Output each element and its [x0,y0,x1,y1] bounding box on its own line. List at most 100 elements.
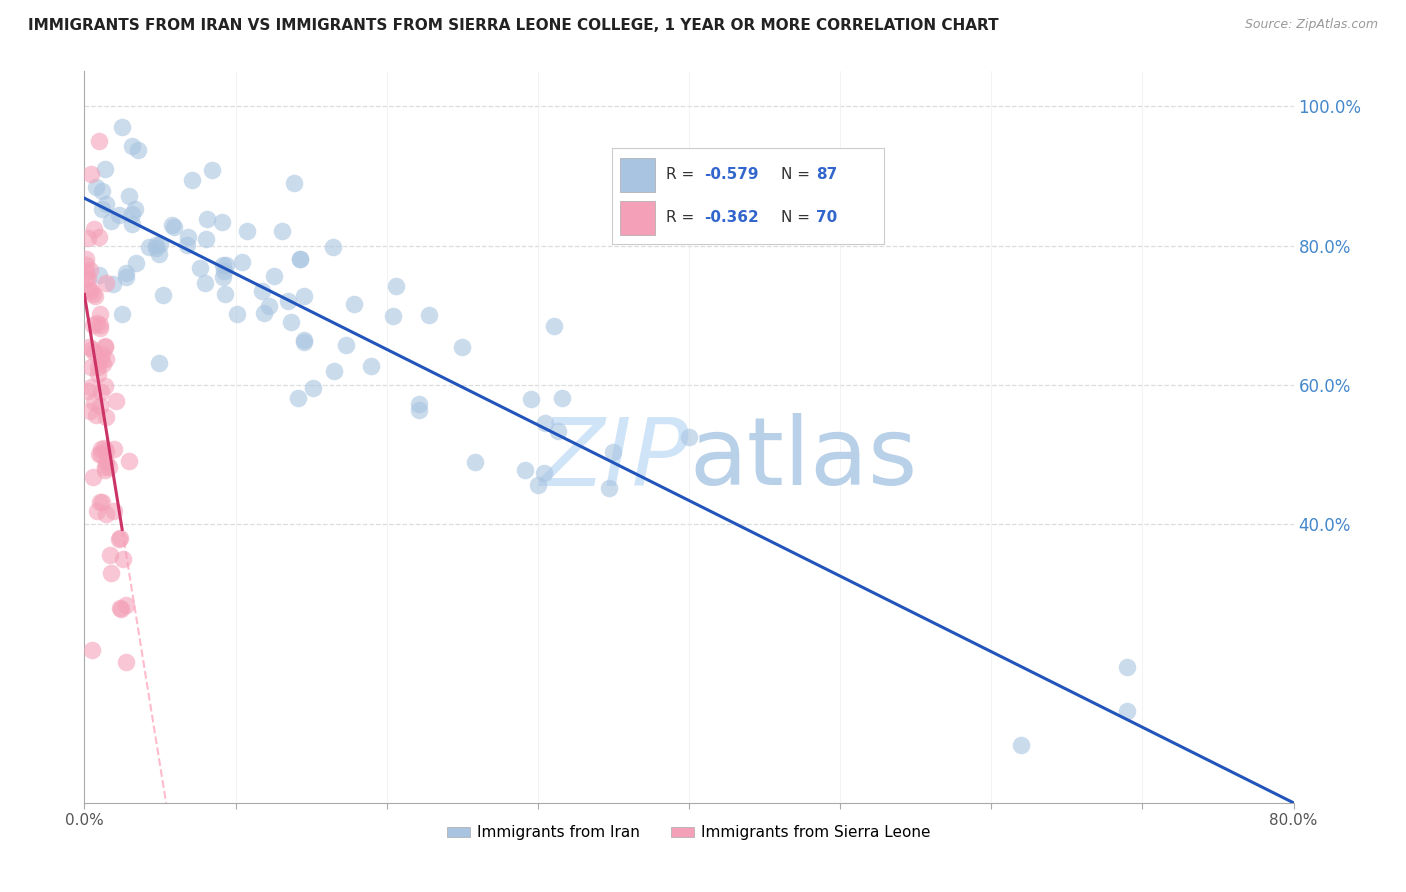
Point [83,395,105,409]
Point [270,224,292,238]
Point [533,466,555,480]
Text: IMMIGRANTS FROM IRAN VS IMMIGRANTS FROM SIERRA LEONE COLLEGE, 1 YEAR OR MORE COR: IMMIGRANTS FROM IRAN VS IMMIGRANTS FROM … [28,18,998,33]
Point [96,409,118,424]
Point [107,208,129,222]
Point [322,240,344,254]
Point [96,351,118,366]
Point [152,287,174,301]
Text: 87: 87 [815,167,837,182]
Point [145,241,167,255]
Point [82,286,104,301]
Point [215,258,238,272]
Point [408,402,430,417]
Point [80,285,103,299]
Point [87,367,110,381]
Point [80,642,103,657]
Text: ZIP: ZIP [540,414,689,505]
Point [138,240,160,254]
Point [177,230,200,244]
Point [93,442,115,456]
Point [82,318,104,332]
Point [283,176,305,190]
Point [115,266,138,280]
Point [277,294,299,309]
Point [80,379,103,393]
Point [292,334,315,349]
Point [201,162,224,177]
Point [250,284,273,298]
Point [322,364,344,378]
Point [212,258,235,272]
Point [464,455,486,469]
Point [385,278,408,293]
Point [527,478,550,492]
Point [212,269,235,284]
Point [93,161,115,176]
Point [87,359,110,374]
Point [301,381,323,395]
Point [90,347,112,361]
Point [360,359,382,373]
Point [91,184,114,198]
Point [121,207,143,221]
Point [93,340,115,354]
Point [83,345,105,359]
Text: R =: R = [666,167,699,182]
Point [124,202,146,216]
Point [104,394,127,409]
Point [253,306,276,320]
Point [89,230,111,244]
Text: -0.362: -0.362 [704,211,759,226]
Text: -0.579: -0.579 [704,167,759,182]
Point [80,167,103,181]
Point [294,288,316,302]
Point [94,507,117,521]
Point [288,252,311,266]
Point [90,202,112,216]
Point [180,173,202,187]
Point [190,260,212,275]
Point [110,602,132,616]
Point [547,425,569,439]
Point [96,276,118,290]
Point [287,392,309,406]
Point [84,289,107,303]
Point [98,548,121,562]
Point [75,265,97,279]
Point [335,337,357,351]
Point [550,391,572,405]
Point [520,392,543,406]
Point [79,263,101,277]
Point [77,231,100,245]
Bar [620,158,655,192]
Point [76,384,98,398]
Point [86,316,108,330]
Point [148,356,170,370]
Point [194,276,217,290]
Point [86,504,108,518]
Point [124,256,146,270]
Point [94,455,117,469]
Point [118,188,141,202]
Point [195,212,218,227]
Point [94,379,117,393]
Point [214,287,236,301]
Bar [620,201,655,235]
Text: R =: R = [666,211,699,226]
Point [543,318,565,333]
Point [94,443,117,458]
Point [118,454,141,468]
Point [343,297,366,311]
Point [115,598,138,612]
Point [94,463,117,477]
Point [103,277,125,291]
Point [79,282,101,296]
Text: Source: ZipAtlas.com: Source: ZipAtlas.com [1244,18,1378,31]
Point [513,463,536,477]
Point [121,217,143,231]
Point [678,430,700,444]
Point [148,247,170,261]
Point [451,340,474,354]
Point [1116,660,1139,674]
Point [103,503,125,517]
